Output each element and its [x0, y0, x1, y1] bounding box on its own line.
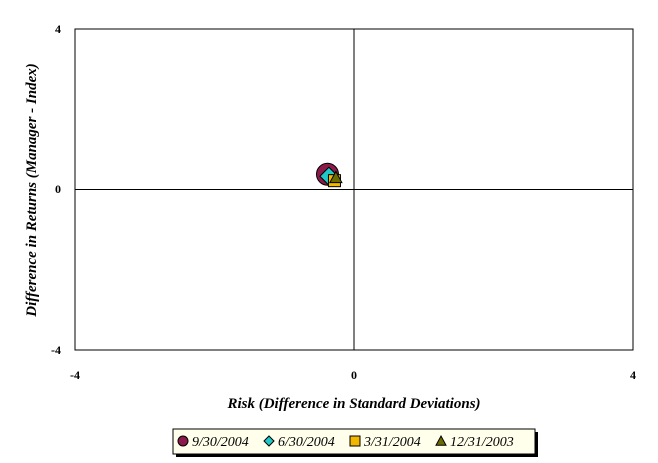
data-point-4	[329, 170, 343, 184]
legend-marker-1	[177, 435, 189, 447]
y-axis-title: Difference in Returns (Manager - Index)	[24, 63, 40, 317]
legend-marker-3	[349, 435, 361, 447]
y-tick-bottom: -4	[51, 343, 61, 357]
x-tick-left: -4	[70, 368, 80, 382]
data-points	[315, 162, 343, 188]
legend: 9/30/2004 6/30/2004 3/31/2004 12/31/2003	[172, 428, 538, 457]
x-tick-right: 4	[630, 368, 636, 382]
x-tick-middle: 0	[351, 368, 357, 382]
legend-label-3: 3/31/2004	[363, 435, 421, 450]
y-tick-top: 4	[55, 22, 61, 36]
legend-marker-4	[435, 434, 447, 446]
y-tick-middle: 0	[55, 182, 61, 196]
x-axis-title: Risk (Difference in Standard Deviations)	[226, 396, 480, 412]
legend-label-1: 9/30/2004	[192, 435, 249, 450]
legend-label-4: 12/31/2003	[450, 435, 514, 450]
legend-marker-2	[263, 435, 275, 447]
legend-label-2: 6/30/2004	[278, 435, 335, 450]
